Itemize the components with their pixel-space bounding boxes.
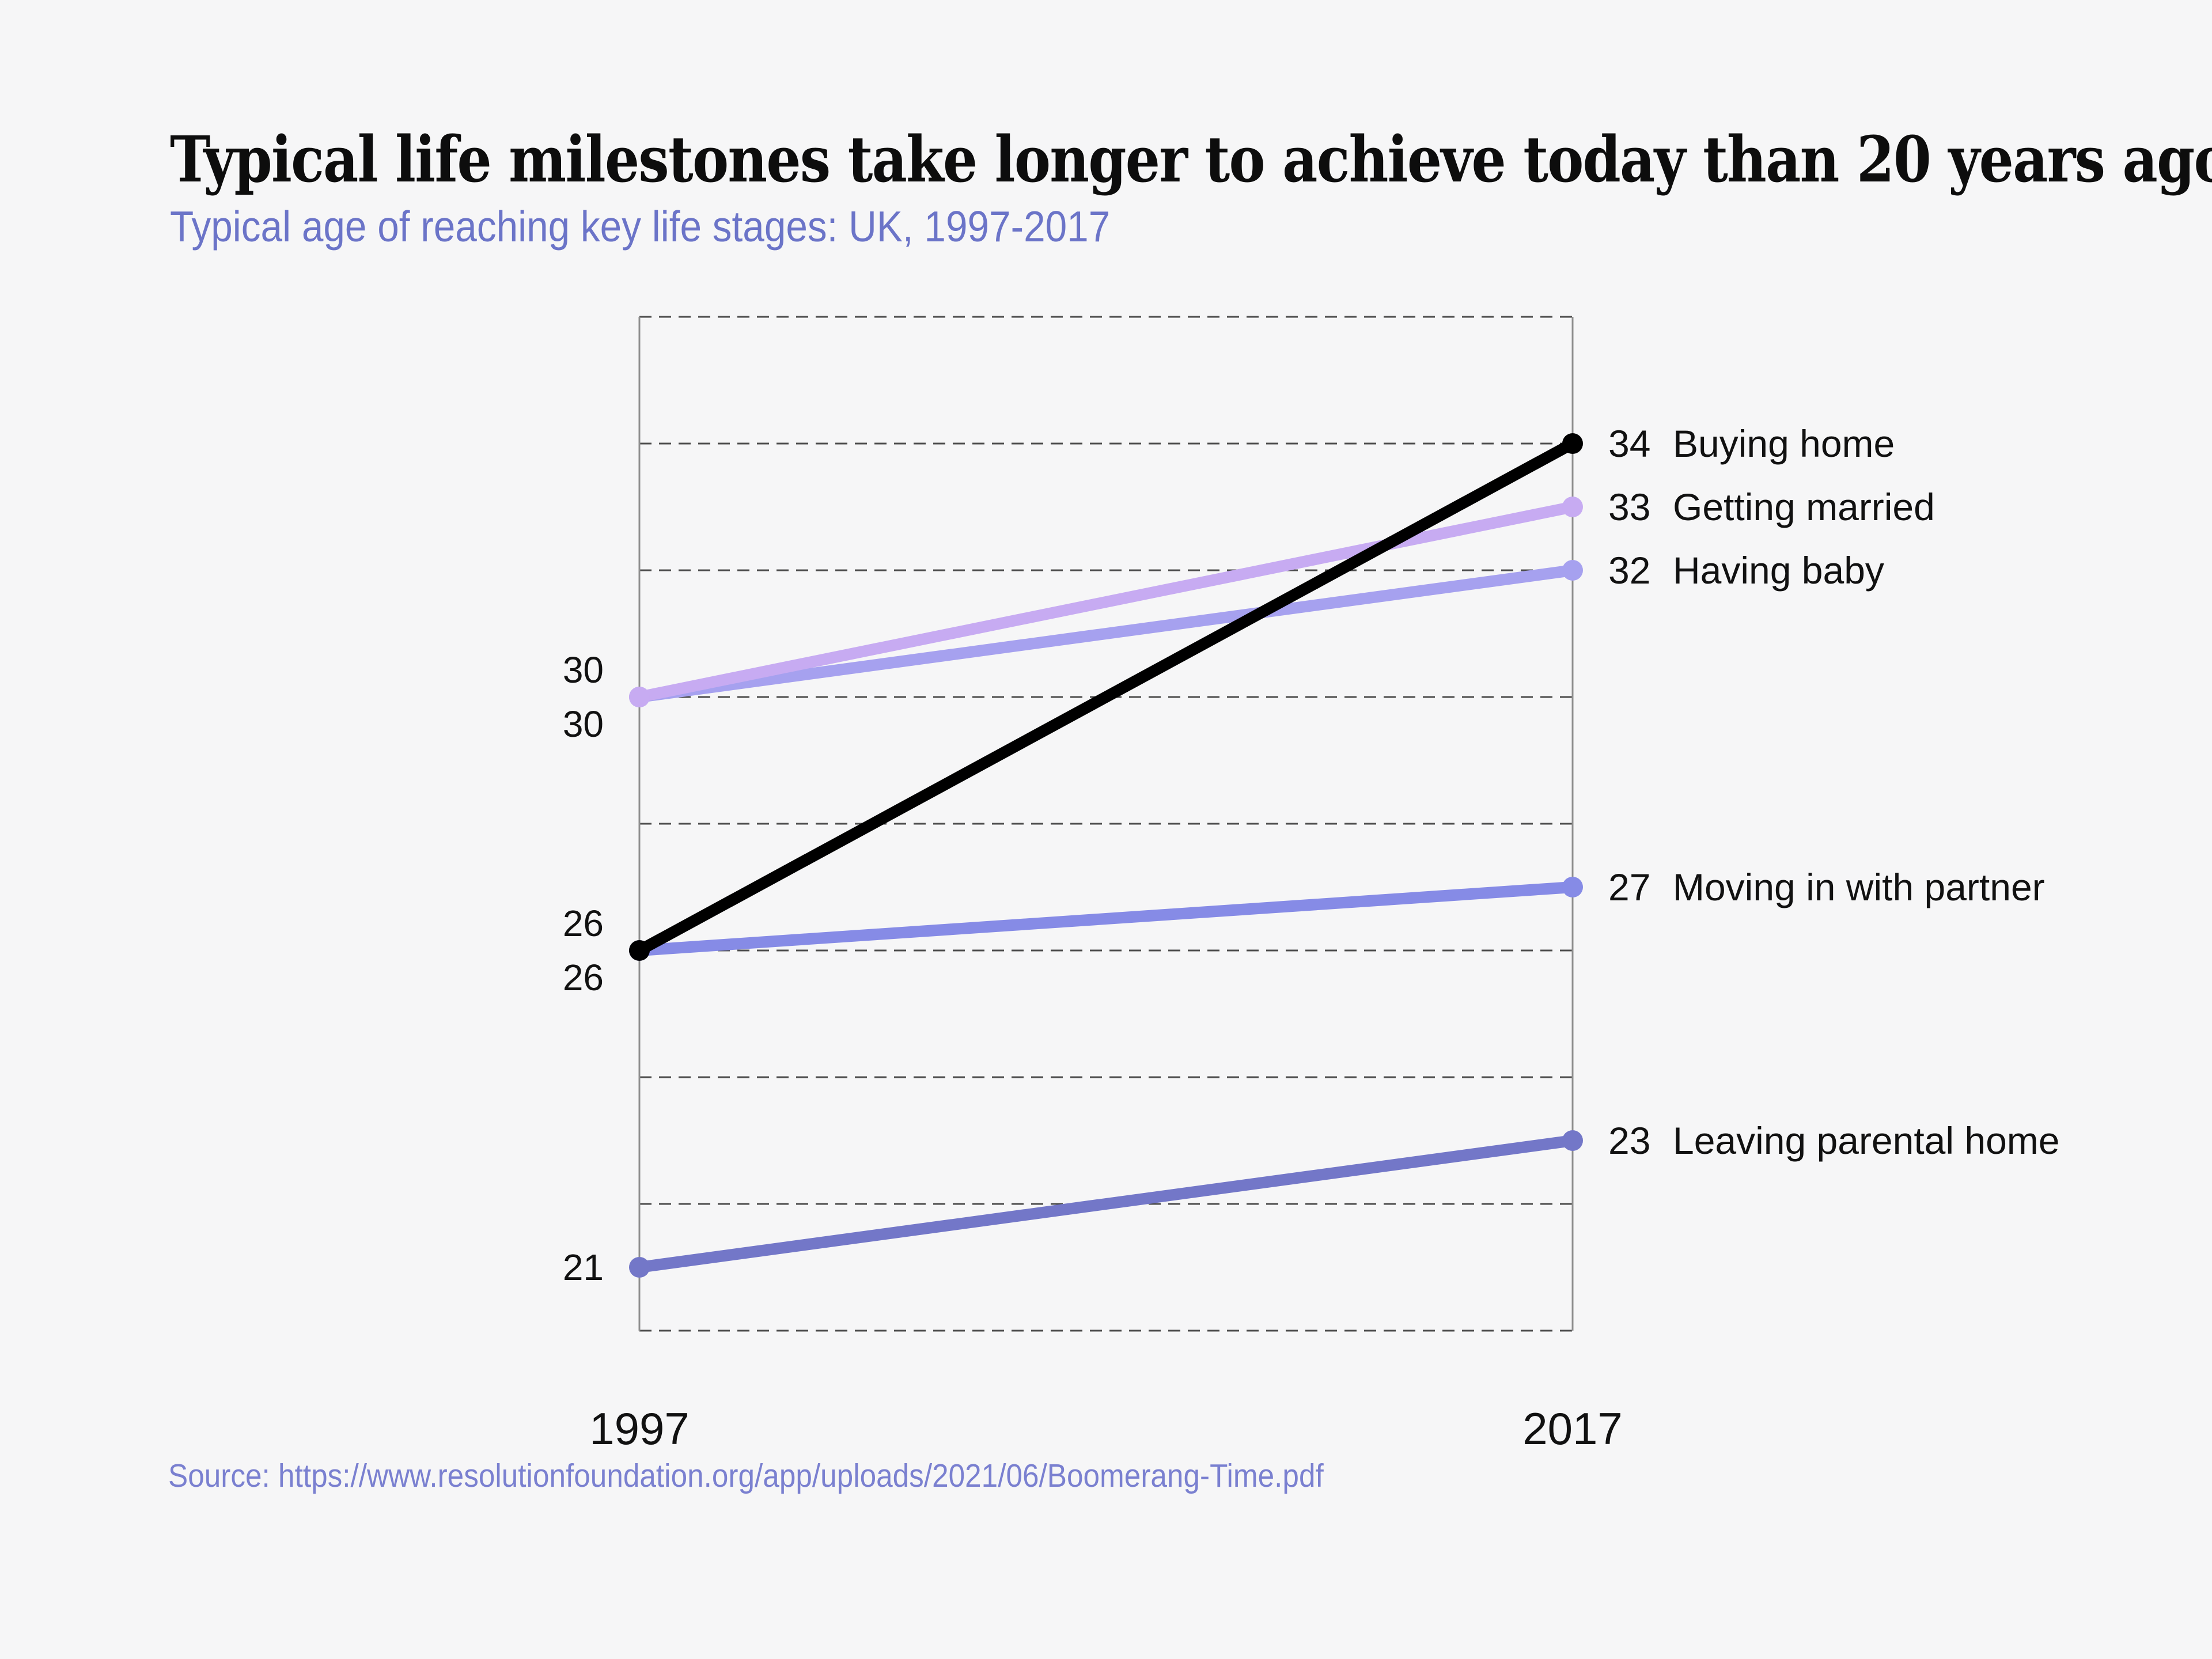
series-line-having-baby xyxy=(638,565,1574,703)
series-end-dot-getting-married xyxy=(1562,497,1583,517)
series-end-dot-buying-home xyxy=(1562,433,1583,454)
start-value-label-leaving-parental-home: 21 xyxy=(563,1247,604,1288)
end-value-label-having-baby: 32 xyxy=(1608,549,1650,592)
series-end-dot-having-baby xyxy=(1562,560,1583,581)
series-start-dot-buying-home xyxy=(629,940,650,961)
start-value-label-moving-in-with-partner: 26 xyxy=(563,903,604,944)
series-line-leaving-parental-home xyxy=(638,1135,1574,1273)
series-name-label-having-baby: Having baby xyxy=(1673,549,1884,592)
start-value-label-buying-home: 26 xyxy=(563,957,604,998)
x-tick-label-2017: 2017 xyxy=(1522,1403,1623,1454)
series-line-getting-married xyxy=(638,501,1574,703)
series-line-buying-home xyxy=(637,438,1575,956)
source-note: Source: https://www.resolutionfoundation… xyxy=(168,1457,1324,1494)
series-name-label-getting-married: Getting married xyxy=(1673,486,1935,528)
series-start-dot-leaving-parental-home xyxy=(629,1257,650,1278)
end-value-label-moving-in-with-partner: 27 xyxy=(1608,866,1650,908)
start-value-label-having-baby: 30 xyxy=(563,649,604,691)
x-tick-label-1997: 1997 xyxy=(589,1403,690,1454)
chart-subtitle: Typical age of reaching key life stages:… xyxy=(170,202,1111,251)
end-value-label-buying-home: 34 xyxy=(1608,422,1650,465)
series-name-label-buying-home: Buying home xyxy=(1673,422,1895,465)
series-name-label-moving-in-with-partner: Moving in with partner xyxy=(1673,866,2045,908)
series-end-dot-leaving-parental-home xyxy=(1562,1130,1583,1151)
start-value-label-getting-married: 30 xyxy=(563,703,604,745)
series-end-dot-moving-in-with-partner xyxy=(1562,877,1583,897)
series-line-moving-in-with-partner xyxy=(639,881,1573,956)
series-name-label-leaving-parental-home: Leaving parental home xyxy=(1673,1119,2059,1162)
end-value-label-leaving-parental-home: 23 xyxy=(1608,1119,1650,1162)
chart-title: Typical life milestones take longer to a… xyxy=(170,122,2212,196)
end-value-label-getting-married: 33 xyxy=(1608,486,1650,528)
series-start-dot-getting-married xyxy=(629,687,650,707)
